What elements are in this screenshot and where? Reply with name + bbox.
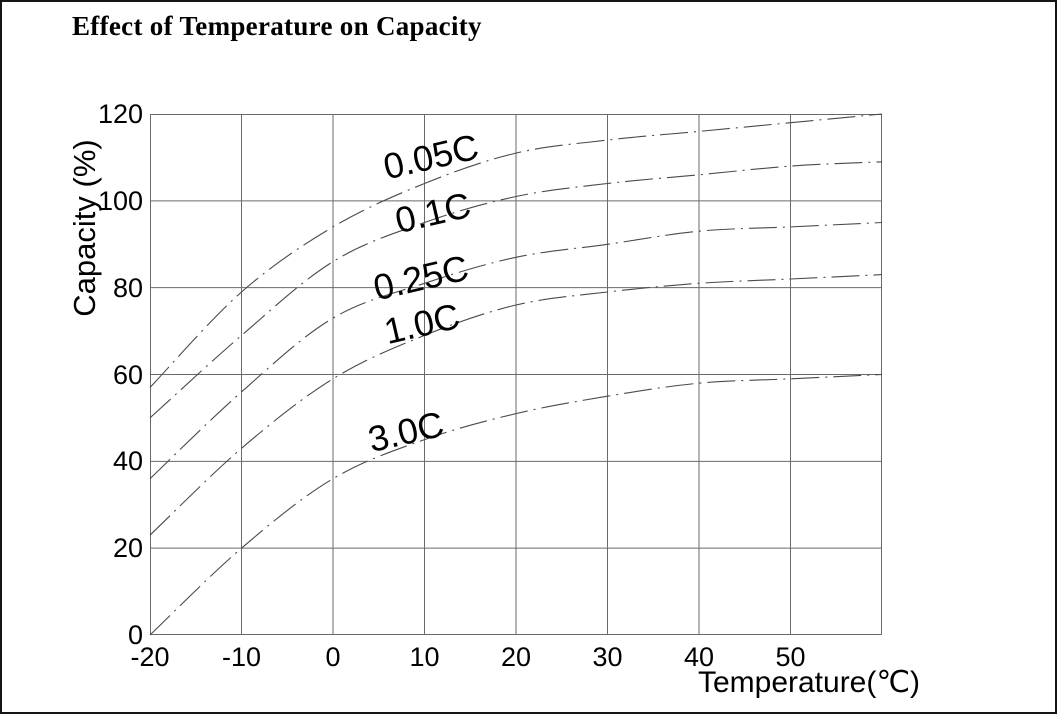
y-tick-label: 20 <box>112 533 143 564</box>
y-tick-label: 40 <box>112 446 143 477</box>
x-tick-label: 10 <box>409 642 440 672</box>
y-tick-label: 60 <box>112 359 143 390</box>
series-line-1.0C <box>149 274 883 536</box>
chart-title: Effect of Temperature on Capacity <box>72 11 482 41</box>
x-axis-title: Temperature(℃) <box>697 666 921 699</box>
series-line-3.0C <box>149 373 883 636</box>
y-tick-label: 0 <box>127 620 143 650</box>
y-tick-label: 120 <box>97 99 143 129</box>
x-tick-label: -20 <box>130 642 170 672</box>
x-tick-label: 40 <box>683 642 715 672</box>
x-tick-label: -10 <box>221 642 262 672</box>
x-tick-label: 20 <box>500 642 532 672</box>
chart-canvas <box>149 113 883 636</box>
plot-area: 0.05C 0.1C 0.25C 1.0C 3.0C <box>149 113 883 636</box>
x-tick-label: 50 <box>775 642 806 672</box>
y-tick-label: 80 <box>112 272 143 303</box>
x-tick-label: 0 <box>325 642 341 672</box>
x-tick-label: 30 <box>592 642 623 672</box>
y-tick-label: 100 <box>97 185 143 216</box>
series-line-0.1C <box>149 161 883 419</box>
series-line-0.05C <box>149 113 883 388</box>
series-line-0.25C <box>149 221 883 480</box>
